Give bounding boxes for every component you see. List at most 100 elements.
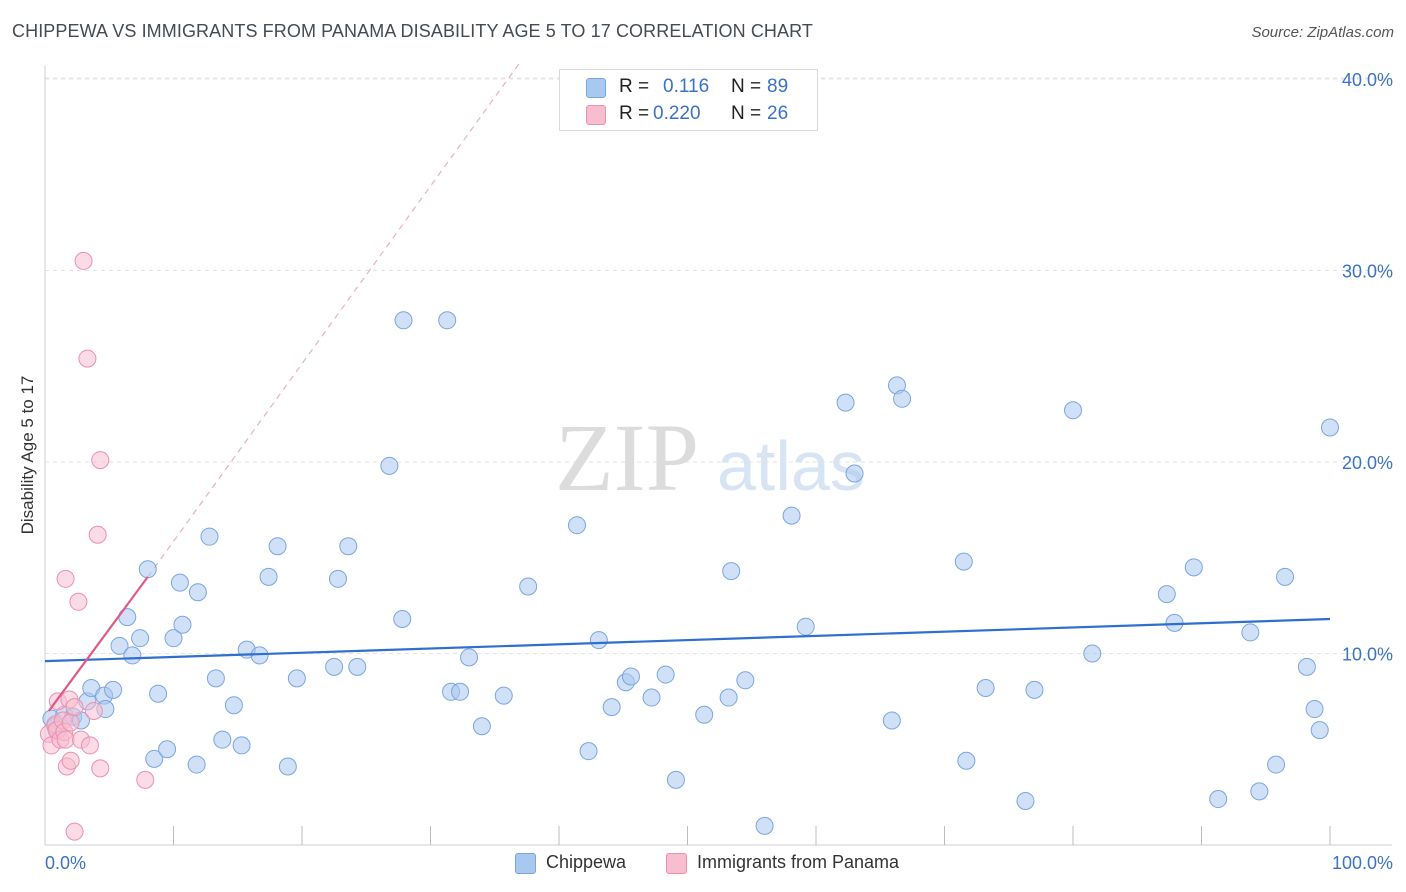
chippewa-point (845, 464, 864, 483)
chippewa-point (328, 569, 347, 588)
chippewa-point (224, 696, 243, 715)
chippewa-point (1016, 791, 1035, 810)
chippewa-point (472, 717, 491, 736)
panama-point (78, 349, 97, 368)
chippewa-point (567, 516, 586, 535)
chippewa-point (1321, 418, 1339, 437)
chippewa-point (1297, 657, 1316, 676)
panama-point (136, 770, 155, 789)
chippewa-point (656, 665, 675, 684)
chippewa-point (104, 680, 123, 699)
chippewa-point (579, 742, 598, 761)
chippewa-point (1241, 623, 1260, 642)
chippewa-point (278, 757, 297, 776)
x-tick-label: 100.0% (1332, 853, 1393, 873)
chippewa-point (1310, 721, 1329, 740)
chippewa-trend-line (44, 617, 1331, 663)
chippewa-point (957, 751, 976, 770)
y-tick-label: 40.0% (1342, 70, 1393, 90)
r-value: 0.220 (653, 103, 701, 124)
chippewa-point (621, 667, 640, 686)
panama-point (61, 751, 80, 770)
n-value: 26 (767, 103, 789, 124)
chippewa-point (110, 636, 129, 655)
r-value: 0.116 (663, 76, 710, 97)
panama-legend-label: Immigrants from Panama (697, 852, 900, 872)
r-label: R = (619, 103, 650, 124)
watermark-zip: ZIP (555, 404, 699, 511)
chippewa-point (882, 711, 901, 730)
chippewa-point (1267, 755, 1286, 774)
chippewa-point (1184, 558, 1203, 577)
chippewa-point (1064, 401, 1082, 420)
chippewa-point (460, 648, 479, 667)
chippewa-point (1276, 567, 1295, 586)
chippewa-point (836, 393, 855, 412)
chippewa-point (131, 629, 150, 648)
chippewa-point (796, 617, 815, 636)
chippewa-legend-swatch (515, 853, 536, 874)
chippewa-point (213, 730, 232, 749)
chippewa-point (232, 736, 251, 755)
chippewa-point (187, 755, 206, 774)
chippewa-point (145, 749, 164, 768)
panama-point (61, 713, 80, 732)
chippewa-swatch (586, 78, 606, 98)
panama-point (88, 525, 107, 544)
panama-point (65, 822, 84, 841)
chippewa-point (138, 560, 157, 579)
chippewa-point (393, 610, 412, 629)
chippewa-point (755, 816, 774, 835)
chippewa-point (287, 669, 306, 688)
y-tick-label: 20.0% (1342, 453, 1393, 473)
panama-point (56, 569, 75, 588)
panama-point (91, 451, 110, 470)
panama-trend-extension (147, 61, 521, 578)
chippewa-point (782, 506, 801, 525)
chippewa-point (394, 311, 413, 330)
chippewa-point (1083, 644, 1102, 663)
n-label: N = (731, 76, 762, 97)
chippewa-point (348, 657, 367, 676)
panama-point (74, 251, 93, 270)
chart-title: CHIPPEWA VS IMMIGRANTS FROM PANAMA DISAB… (12, 21, 814, 41)
chippewa-point (259, 567, 278, 586)
chippewa-point (206, 669, 225, 688)
chippewa-point (451, 682, 470, 701)
y-tick-label: 30.0% (1342, 262, 1393, 282)
panama-point (80, 736, 99, 755)
chippewa-point (666, 770, 685, 789)
panama-point (56, 730, 75, 749)
n-label: N = (731, 103, 762, 124)
panama-point (84, 701, 103, 720)
panama-trend-line (47, 576, 149, 712)
chippewa-point (158, 740, 177, 759)
chippewa-point (1305, 700, 1324, 719)
panama-swatch (586, 105, 606, 125)
chippewa-legend-label: Chippewa (546, 852, 627, 872)
chippewa-point (123, 646, 142, 665)
watermark-atlas: atlas (717, 427, 865, 505)
chippewa-point (736, 671, 755, 690)
chippewa-point (893, 389, 912, 408)
chippewa-point (438, 311, 457, 330)
chippewa-point (200, 527, 219, 546)
n-value: 89 (767, 76, 789, 97)
chippewa-point (1250, 782, 1269, 801)
chippewa-point (1157, 585, 1176, 604)
chippewa-point (589, 631, 608, 650)
chippewa-point (695, 705, 714, 724)
chippewa-point (519, 577, 538, 596)
x-tick-label: 0.0% (45, 853, 86, 873)
chippewa-point (642, 688, 661, 707)
chippewa-point (149, 684, 168, 703)
r-label: R = (619, 76, 650, 97)
chippewa-point (268, 537, 287, 556)
chippewa-point (719, 688, 738, 707)
chippewa-point (722, 562, 741, 581)
chippewa-point (164, 629, 183, 648)
correlation-legend: R = 0.116 N = 89 R = 0.220 N = 26 (559, 69, 818, 131)
y-tick-label: 10.0% (1342, 645, 1393, 665)
chippewa-point (1025, 680, 1044, 699)
